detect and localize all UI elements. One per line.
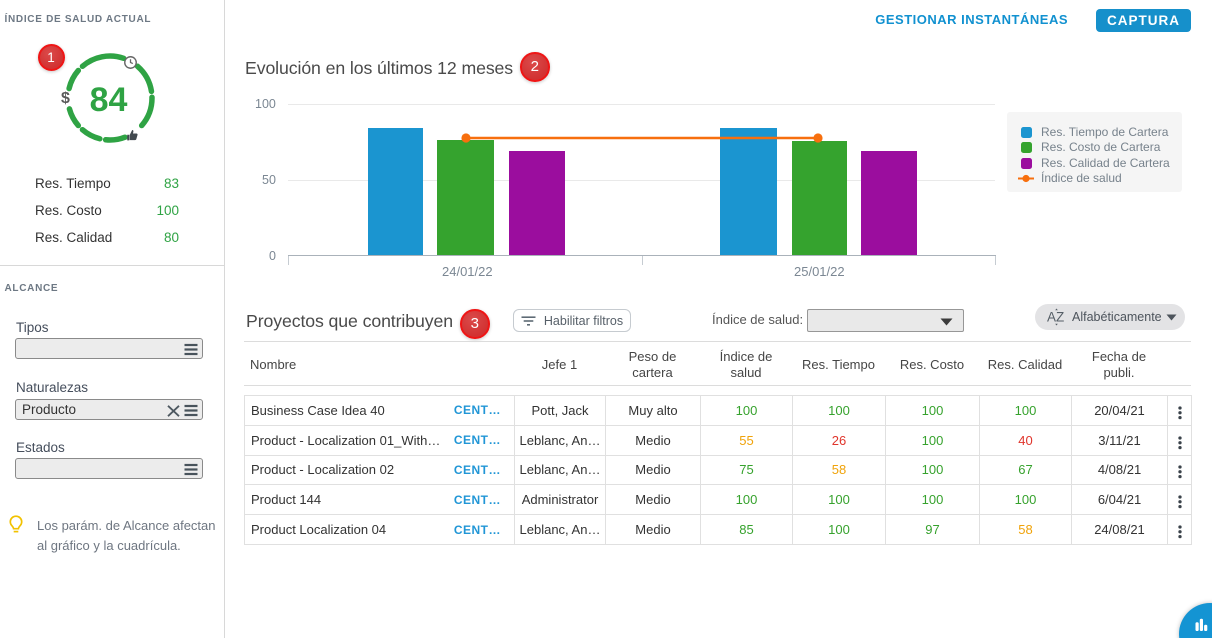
svg-text:AZ: AZ: [1047, 310, 1064, 325]
svg-text:84: 84: [90, 81, 128, 119]
